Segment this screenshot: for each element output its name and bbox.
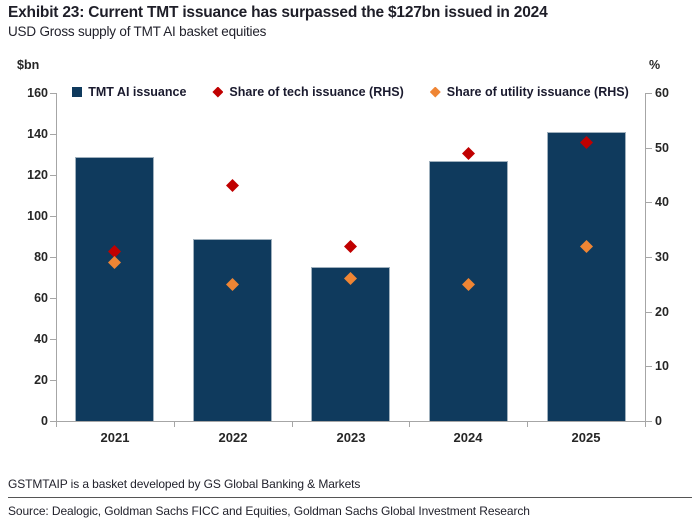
diamond-marker-icon (429, 86, 441, 98)
x-axis-label-2023: 2023 (336, 430, 366, 445)
x-axis-tick (645, 422, 646, 427)
x-axis-label-2022: 2022 (218, 430, 248, 445)
x-axis-tick (174, 422, 175, 427)
point-tech-2022 (226, 179, 239, 192)
y-axis-right-tick-label: 60 (655, 86, 669, 100)
bar-series-swatch-icon (72, 87, 83, 97)
y-axis-right-tick-label: 0 (655, 414, 662, 428)
point-tech-2021 (108, 245, 121, 258)
x-axis-tick (292, 422, 293, 427)
y-axis-right-tick-label: 50 (655, 141, 669, 155)
legend-label: Share of utility issuance (RHS) (446, 85, 629, 99)
x-axis-line (56, 421, 646, 422)
y-axis-left-tick-label: 160 (27, 86, 48, 100)
y-axis-left-tick (50, 93, 56, 94)
y-axis-left-tick (50, 339, 56, 340)
y-axis-right-tick-label: 10 (655, 359, 669, 373)
y-axis-right-tick-label: 20 (655, 305, 669, 319)
y-axis-left-tick-label: 60 (34, 291, 48, 305)
left-axis-unit-label: $bn (17, 58, 40, 72)
source-attribution: Source: Dealogic, Goldman Sachs FICC and… (8, 504, 530, 518)
x-axis-label-2025: 2025 (571, 430, 601, 445)
y-axis-left-tick (50, 380, 56, 381)
y-axis-left-line (56, 93, 57, 422)
point-utility-2025 (580, 240, 593, 253)
y-axis-right-line (645, 93, 646, 422)
y-axis-left-tick-label: 140 (27, 127, 48, 141)
y-axis-left-tick (50, 257, 56, 258)
point-tech-2024 (462, 147, 475, 160)
chart-footnote: GSTMTAIP is a basket developed by GS Glo… (8, 477, 361, 491)
exhibit-title: Exhibit 23: Current TMT issuance has sur… (8, 4, 548, 21)
y-axis-right-tick-label: 30 (655, 250, 669, 264)
x-axis-tick (527, 422, 528, 427)
y-axis-right-tick (646, 148, 652, 149)
bar-2025 (547, 132, 626, 421)
bar-2021 (75, 157, 154, 421)
point-utility-2024 (462, 278, 475, 291)
y-axis-left-tick-label: 40 (34, 332, 48, 346)
y-axis-right-tick (646, 312, 652, 313)
y-axis-left-tick (50, 298, 56, 299)
y-axis-right-tick-label: 40 (655, 195, 669, 209)
x-axis-tick (409, 422, 410, 427)
y-axis-right-tick (646, 366, 652, 367)
exhibit-subtitle: USD Gross supply of TMT AI basket equiti… (8, 24, 267, 39)
bar-2024 (429, 161, 508, 421)
y-axis-right-tick (646, 421, 652, 422)
bar-2022 (193, 239, 272, 421)
y-axis-left-tick-label: 80 (34, 250, 48, 264)
right-axis-unit-label: % (649, 58, 661, 72)
point-tech-2023 (344, 240, 357, 253)
y-axis-right-tick (646, 93, 652, 94)
y-axis-left-tick (50, 421, 56, 422)
legend-item-utility-share: Share of utility issuance (RHS) (429, 85, 629, 99)
point-utility-2021 (108, 256, 121, 269)
y-axis-left-tick-label: 120 (27, 168, 48, 182)
y-axis-left-tick (50, 175, 56, 176)
legend-label: TMT AI issuance (88, 85, 187, 99)
point-utility-2023 (344, 272, 357, 285)
y-axis-left-tick-label: 100 (27, 209, 48, 223)
y-axis-left-tick-label: 0 (41, 414, 48, 428)
point-tech-2025 (580, 136, 593, 149)
y-axis-right-tick (646, 257, 652, 258)
chart-legend: TMT AI issuance Share of tech issuance (… (56, 85, 645, 99)
bar-2023 (311, 267, 390, 421)
legend-item-tech-share: Share of tech issuance (RHS) (212, 85, 404, 99)
diamond-marker-icon (212, 86, 224, 98)
legend-item-tmt-ai-issuance: TMT AI issuance (72, 85, 186, 99)
y-axis-left-tick (50, 216, 56, 217)
divider (8, 497, 692, 498)
x-axis-label-2024: 2024 (453, 430, 483, 445)
y-axis-left-tick-label: 20 (34, 373, 48, 387)
y-axis-right-tick (646, 202, 652, 203)
y-axis-left-tick (50, 134, 56, 135)
x-axis-label-2021: 2021 (100, 430, 130, 445)
legend-label: Share of tech issuance (RHS) (229, 85, 404, 99)
point-utility-2022 (226, 278, 239, 291)
x-axis-tick (56, 422, 57, 427)
